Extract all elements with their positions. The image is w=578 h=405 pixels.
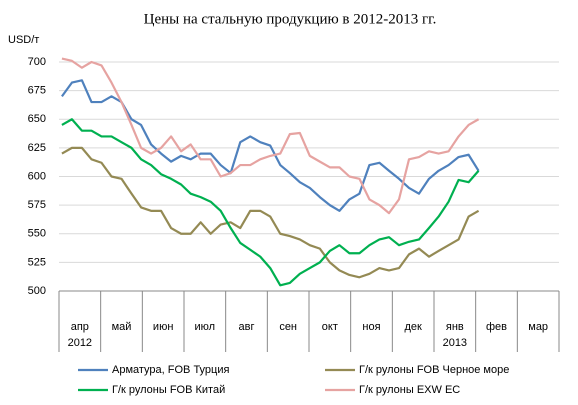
x-tick-label: июн (153, 321, 173, 333)
y-tick-label: 575 (28, 199, 46, 211)
series-line (61, 57, 480, 215)
legend-label: Г/к рулоны FOB Черное море (359, 364, 509, 376)
x-tick-label: мар (528, 321, 548, 333)
y-tick-label: 600 (28, 170, 46, 182)
y-tick-label: 675 (28, 85, 46, 97)
x-tick-label: сен (279, 321, 297, 333)
series-line (61, 79, 480, 212)
y-tick-label: 500 (28, 285, 46, 297)
y-tick-label: 625 (28, 142, 46, 154)
x-tick-label: фев (486, 321, 507, 333)
y-tick-label: 650 (28, 113, 46, 125)
chart-title: Цены на стальную продукцию в 2012-2013 г… (144, 11, 437, 27)
x-tick-label: авг (239, 321, 255, 333)
series-line (61, 118, 480, 287)
x-tick-label: янв (446, 321, 464, 333)
x-tick-label: май (112, 321, 132, 333)
legend-label: Арматура, FOB Турция (112, 364, 229, 376)
y-tick-label: 525 (28, 256, 46, 268)
x-tick-label: ноя (362, 321, 380, 333)
x-tick-label: апр (71, 321, 89, 333)
series-line (61, 146, 480, 279)
y-tick-label: 550 (28, 228, 46, 240)
x-sublabel: 2013 (443, 337, 467, 349)
y-axis-label: USD/т (8, 34, 39, 46)
legend-label: Г/к рулоны EXW ЕС (359, 384, 460, 396)
legend-label: Г/к рулоны FOB Китай (112, 384, 225, 396)
x-sublabel: 2012 (68, 337, 92, 349)
x-tick-label: окт (322, 321, 338, 333)
x-tick-label: дек (404, 321, 422, 333)
y-tick-label: 700 (28, 56, 46, 68)
x-tick-label: июл (195, 321, 216, 333)
